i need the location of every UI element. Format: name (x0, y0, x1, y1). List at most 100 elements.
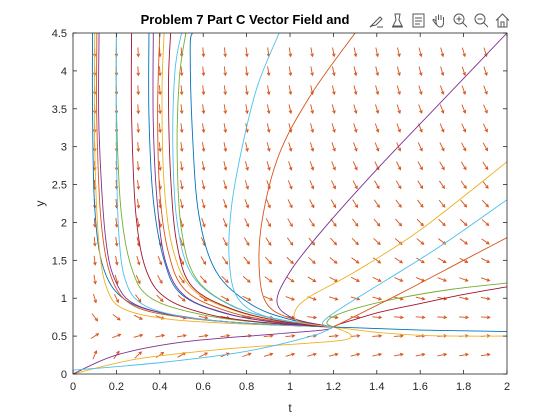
field-arrowhead (421, 296, 426, 301)
field-arrowhead (332, 72, 336, 77)
field-arrowhead (311, 223, 315, 228)
field-arrowhead (245, 72, 249, 77)
x-tick-label: 1.6 (413, 381, 428, 393)
solution-curves (73, 33, 507, 374)
field-arrow (437, 277, 447, 282)
field-arrowhead (201, 148, 206, 153)
field-arrow (308, 237, 315, 246)
field-arrow (158, 123, 161, 133)
field-arrowhead (376, 204, 380, 209)
field-arrowhead (443, 352, 448, 357)
field-arrow (93, 274, 96, 284)
field-arrowhead (464, 259, 469, 263)
field-arrowhead (266, 72, 271, 77)
field-arrow (93, 293, 97, 303)
field-arrow (372, 276, 382, 282)
home-button[interactable] (493, 10, 512, 30)
field-arrowhead (224, 242, 228, 247)
zoom-out-button[interactable] (472, 10, 491, 30)
field-arrowhead (464, 241, 469, 245)
field-arrow (374, 142, 379, 152)
field-arrow (352, 180, 358, 189)
field-arrow (328, 353, 338, 357)
datatip-button[interactable] (388, 10, 407, 30)
field-arrow (286, 237, 294, 246)
field-arrow (158, 104, 161, 114)
field-arrowhead (333, 241, 338, 246)
field-arrowhead (353, 110, 358, 115)
zoom-in-icon (453, 13, 468, 27)
field-arrow (461, 47, 466, 57)
field-arrowhead (311, 241, 316, 246)
y-tick-label: 3.5 (52, 104, 67, 116)
field-arrowhead (353, 53, 358, 58)
field-arrow (329, 276, 338, 282)
solution-curve (189, 33, 334, 328)
field-arrowhead (289, 223, 293, 228)
field-arrow (223, 66, 226, 76)
field-arrow (332, 66, 335, 76)
field-arrowhead (332, 91, 336, 96)
field-arrowhead (441, 147, 445, 152)
field-arrow (438, 199, 446, 208)
field-arrow (158, 198, 162, 209)
field-arrowhead (419, 128, 423, 133)
field-arrowhead (179, 91, 184, 96)
solution-curve (73, 326, 352, 374)
field-arrowhead (114, 242, 119, 247)
field-arrowhead (399, 352, 404, 357)
field-arrow (135, 294, 142, 303)
field-arrowhead (245, 110, 249, 115)
axes-toolbar (367, 9, 512, 31)
field-arrowhead (355, 241, 359, 246)
field-arrowhead (378, 334, 383, 338)
field-arrowhead (486, 278, 491, 282)
field-arrowhead (266, 110, 271, 115)
zoom-in-button[interactable] (451, 10, 470, 30)
field-arrow (483, 66, 488, 76)
field-arrow (264, 256, 272, 264)
field-arrowhead (267, 185, 271, 190)
field-arrowhead (398, 222, 403, 227)
field-arrowhead (179, 72, 184, 77)
field-arrowhead (139, 316, 143, 320)
y-tick-label: 1.5 (52, 255, 67, 267)
field-arrow (198, 315, 208, 319)
field-arrow (201, 180, 205, 190)
field-arrow (396, 85, 401, 95)
field-arrow (353, 47, 357, 57)
brush-button[interactable] (367, 10, 386, 30)
field-arrowhead (247, 297, 252, 301)
field-arrow (136, 217, 140, 227)
field-arrowhead (398, 204, 402, 208)
field-arrowhead (158, 110, 162, 115)
field-arrowhead (355, 260, 360, 264)
field-arrowhead (204, 315, 209, 320)
field-arrow (417, 161, 423, 170)
field-arrowhead (484, 147, 488, 152)
field-arrow (330, 237, 337, 246)
field-arrow (461, 123, 466, 133)
field-arrowhead (420, 204, 424, 208)
solution-curve (333, 237, 507, 328)
y-tick-label: 4 (61, 66, 67, 78)
field-arrowhead (334, 315, 339, 320)
zoom-out-icon (474, 13, 489, 27)
restore-view-button[interactable] (409, 10, 428, 30)
field-arrow (395, 199, 402, 208)
field-arrow (287, 199, 293, 208)
field-arrowhead (201, 185, 206, 190)
field-arrowhead (377, 241, 381, 246)
field-arrow (223, 161, 227, 171)
field-arrow (480, 296, 490, 300)
field-arrowhead (269, 297, 274, 301)
field-arrowhead (310, 129, 315, 133)
field-arrowhead (419, 185, 424, 190)
field-arrow (439, 180, 445, 189)
field-arrowhead (93, 280, 97, 285)
field-arrow (245, 142, 249, 152)
field-arrowhead (419, 109, 423, 114)
field-arrow (310, 123, 314, 133)
pan-button[interactable] (430, 10, 449, 30)
field-arrow (137, 198, 140, 209)
